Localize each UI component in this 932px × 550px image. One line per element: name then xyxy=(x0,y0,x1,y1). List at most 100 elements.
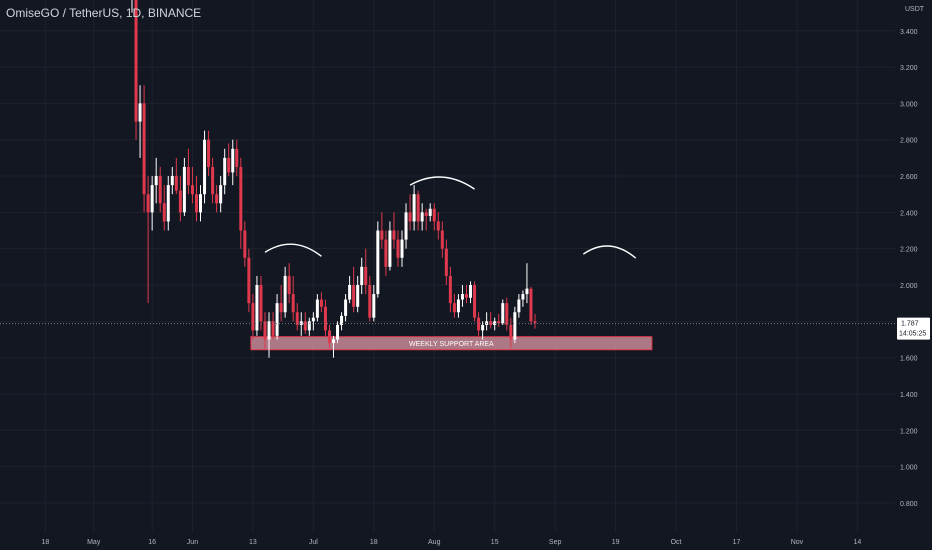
candle-body xyxy=(364,266,368,285)
annotation-arc xyxy=(582,245,637,259)
price-tick-label: 2.800 xyxy=(900,138,918,145)
candle-body xyxy=(150,185,154,213)
candle-body xyxy=(231,148,235,173)
candle-body xyxy=(348,285,352,300)
candle-body xyxy=(182,166,186,213)
price-tick-label: 1.200 xyxy=(900,428,918,435)
candle-body xyxy=(336,324,340,340)
candle-body xyxy=(448,275,452,304)
candle-body xyxy=(158,176,162,204)
candle-body xyxy=(190,185,194,195)
candle-body xyxy=(452,303,456,313)
price-tick-label: 1.000 xyxy=(900,465,918,472)
candle-body xyxy=(251,303,255,331)
candle-body xyxy=(509,324,513,340)
candle-body xyxy=(199,194,203,213)
candle-body xyxy=(227,157,231,173)
time-axis[interactable]: 18 May 16 Jun 13 Jul 18 Aug 15 Sep 19 Oct 17 Nov 14 xyxy=(41,539,861,546)
candle-body xyxy=(170,176,174,186)
candle-body xyxy=(283,275,287,313)
candle-body xyxy=(420,212,424,222)
candle-body xyxy=(166,185,170,222)
candle-body xyxy=(388,230,392,267)
price-tick-label: 2.600 xyxy=(900,174,918,181)
support-zone-label: WEEKLY SUPPORT AREA xyxy=(409,341,494,348)
price-axis-unit: USDT xyxy=(905,6,925,13)
price-tick-label: 0.800 xyxy=(900,501,918,508)
candle-body xyxy=(146,194,150,213)
candle-body xyxy=(215,194,219,204)
candle-body xyxy=(271,321,275,336)
candle-body xyxy=(299,321,303,325)
price-tick-label: 3.000 xyxy=(900,101,918,108)
time-tick-label: 18 xyxy=(370,539,378,546)
time-tick-label: 14 xyxy=(854,539,862,546)
candle-body xyxy=(428,208,432,216)
candle-body xyxy=(360,266,364,285)
candle-body xyxy=(174,176,178,191)
candle-body xyxy=(323,306,327,331)
candle-body xyxy=(416,194,420,222)
candle-body xyxy=(267,321,271,340)
candle-body xyxy=(134,0,138,122)
candle-body xyxy=(372,294,376,318)
time-tick-label: 18 xyxy=(41,539,49,546)
annotation-arc xyxy=(264,243,322,257)
candle-body xyxy=(154,176,158,186)
candle-body xyxy=(243,230,247,258)
candle-body xyxy=(211,166,215,195)
candle-body xyxy=(344,299,348,316)
candle-body xyxy=(396,239,400,258)
candle-body xyxy=(497,321,501,324)
symbol-title[interactable]: OmiseGO / TetherUS, 1D, BINANCE xyxy=(6,6,202,20)
candle-body xyxy=(178,190,182,213)
price-tick-label: 1.400 xyxy=(900,392,918,399)
candle-body xyxy=(444,248,448,276)
candle-body xyxy=(138,103,142,122)
candle-body xyxy=(235,148,239,167)
candle-body xyxy=(440,230,444,249)
time-tick-label: Jul xyxy=(309,539,318,546)
candle-body xyxy=(247,257,251,304)
time-tick-label: Aug xyxy=(428,539,441,546)
candle-body xyxy=(493,321,497,325)
candle-body xyxy=(432,208,436,222)
time-tick-label: 17 xyxy=(733,539,741,546)
last-price-value: 1.787 xyxy=(901,321,919,328)
time-tick-label: 13 xyxy=(249,539,257,546)
candle-body xyxy=(392,230,396,240)
candle-body xyxy=(505,303,509,325)
candle-body xyxy=(424,212,428,216)
candle-body xyxy=(327,330,331,344)
candle-body xyxy=(275,303,279,336)
candle-body xyxy=(315,299,319,318)
last-price-tag-background xyxy=(897,317,930,340)
price-tick-label: 2.000 xyxy=(900,283,918,290)
time-tick-label: 19 xyxy=(612,539,620,546)
candle-body xyxy=(460,294,464,300)
candle-body xyxy=(295,312,299,325)
candle-body xyxy=(501,303,505,324)
annotation-arc xyxy=(409,176,475,190)
candle-body xyxy=(287,275,291,295)
bar-countdown: 14:05:25 xyxy=(899,331,926,338)
candle-body xyxy=(279,303,283,313)
candle-body xyxy=(400,239,404,258)
time-tick-label: May xyxy=(87,539,101,546)
candle-body xyxy=(436,221,440,231)
candle-body xyxy=(489,321,493,325)
candle-body xyxy=(533,321,537,324)
candle-body xyxy=(223,157,227,186)
candle-body xyxy=(142,103,146,195)
price-tick-label: 3.200 xyxy=(900,65,918,72)
candle-body xyxy=(303,321,307,331)
price-tick-label: 2.200 xyxy=(900,247,918,254)
time-tick-label: Oct xyxy=(671,539,682,546)
candle-body xyxy=(194,194,198,213)
candle-body xyxy=(307,321,311,331)
candle-body xyxy=(529,288,533,322)
candle-body xyxy=(368,285,372,318)
candle-body xyxy=(376,230,380,295)
